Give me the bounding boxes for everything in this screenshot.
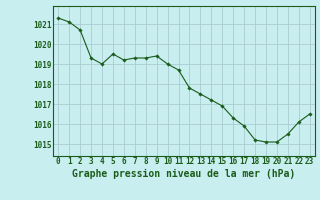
X-axis label: Graphe pression niveau de la mer (hPa): Graphe pression niveau de la mer (hPa) — [72, 169, 296, 179]
